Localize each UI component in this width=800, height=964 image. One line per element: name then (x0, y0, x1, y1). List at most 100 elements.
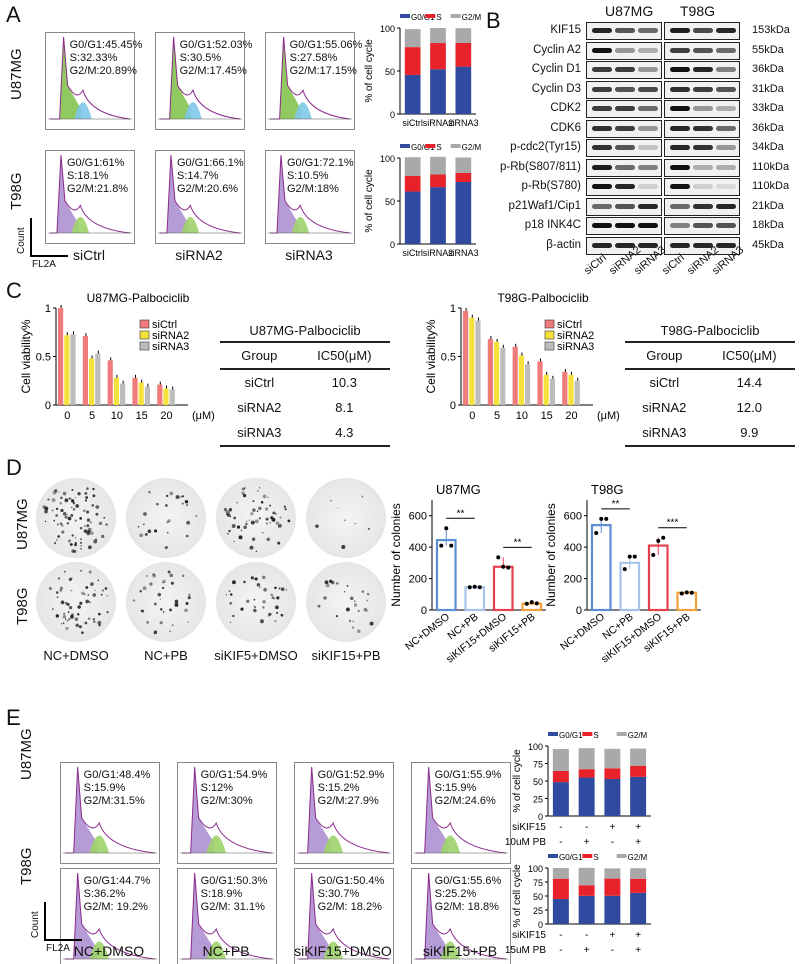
colony (59, 589, 63, 592)
data-point (534, 601, 539, 606)
data-point (439, 543, 444, 548)
colony (243, 580, 246, 584)
y-tick-label: 50 (533, 777, 543, 787)
blot-kda-label: 36kDa (752, 121, 784, 134)
colony (60, 586, 63, 590)
colony (84, 499, 88, 502)
colony (83, 593, 86, 596)
colony (354, 522, 356, 525)
chart-title: U87MG-Palbociclib (87, 291, 190, 305)
legend-swatch (544, 341, 555, 351)
colony (346, 585, 349, 587)
g2m-stat: G2/M:27.9% (317, 795, 379, 807)
treatment-mark: + (609, 822, 615, 833)
colony (90, 521, 92, 524)
colony-dish (126, 562, 206, 642)
colony (253, 608, 257, 613)
flow-histogram: G0/G1:66.1% S:14.7% G2/M:20.6% (155, 150, 245, 244)
blot-strip (586, 61, 662, 79)
colony (56, 523, 60, 526)
fl2a-axis-arrow (44, 939, 82, 941)
colony (60, 600, 65, 605)
legend-swatch (139, 319, 150, 329)
row-label-u87mg: U87MG (8, 48, 25, 100)
colony-chart-D-t98: T98G 0 200 400 600 Number of colonies NC+DMSO N… (544, 480, 705, 665)
bar-segment-G2M (552, 867, 569, 879)
bar (492, 565, 514, 612)
blot-band (615, 67, 635, 72)
bar-siRNA3 (500, 347, 506, 405)
bar-siRNA3 (70, 334, 76, 405)
legend-label: G0/G1 (411, 13, 435, 22)
colony (267, 615, 270, 617)
count-axis-arrow (44, 902, 46, 940)
colony (366, 599, 369, 602)
colony (240, 607, 244, 611)
colony (55, 614, 59, 618)
colony (262, 494, 267, 499)
blot-band (638, 67, 658, 72)
blot-band (638, 86, 658, 92)
bar-segment-G0G1 (552, 782, 569, 816)
colony (44, 520, 47, 523)
blot-strip (586, 197, 662, 216)
g0g1-stat: G0/G1:55.9% (434, 769, 502, 781)
legend-label: siRNA3 (152, 341, 189, 353)
colony (66, 619, 69, 622)
colony (254, 606, 257, 609)
g2m-stat: G2/M: 18.2% (317, 901, 382, 913)
blot-band (615, 223, 635, 228)
data-point (656, 538, 661, 543)
blot-strip (586, 236, 662, 255)
blot-band (638, 28, 658, 33)
legend-label: G2/M (462, 13, 482, 22)
colony (241, 487, 245, 491)
y-tick-label: 400 (564, 542, 582, 554)
bar-siRNA2 (568, 374, 574, 405)
colony (344, 519, 346, 522)
bar-segment-S (552, 878, 569, 899)
y-tick-label: 25 (533, 906, 543, 916)
colony (236, 501, 239, 504)
g2m-stat: G2/M:30% (200, 795, 253, 807)
colony (258, 487, 261, 489)
colony (77, 605, 81, 609)
blot-band (716, 125, 736, 131)
colony (153, 632, 156, 635)
g1-peak (299, 767, 332, 853)
colony (58, 491, 60, 493)
blot-strip (664, 178, 740, 196)
colony (43, 506, 46, 509)
colony (105, 523, 108, 526)
g2-peak (440, 835, 461, 853)
colony (269, 522, 271, 524)
phase-stats: G0/G1:45.45% S:32.33% G2/M:20.89% (70, 39, 143, 78)
bar-segment-S (455, 42, 472, 67)
colony (60, 496, 63, 500)
colony (341, 545, 346, 550)
g1-peak (160, 37, 192, 119)
colony (236, 525, 241, 529)
colony (366, 610, 369, 612)
colony (256, 583, 261, 587)
colony (270, 593, 273, 597)
bar-siRNA2 (518, 355, 524, 405)
s-stat: S:14.7% (176, 170, 219, 182)
ic50-cell: 9.9 (703, 420, 795, 447)
colony (82, 509, 86, 512)
x-tick-label: 10 (111, 410, 123, 422)
colony (167, 570, 171, 574)
blot-band (592, 125, 612, 131)
histogram-outline (50, 36, 131, 120)
y-tick-label: 0 (390, 240, 395, 250)
blot-strip (664, 236, 740, 255)
data-point (661, 535, 666, 540)
group-label: siKIF15+PB (311, 648, 381, 663)
g2m-stat: G2/M: 31.1% (200, 901, 265, 913)
y-tick-label: 100 (380, 24, 395, 34)
colony (260, 500, 264, 504)
bar-segment-G2M (630, 748, 647, 766)
flow-histogram: G0/G1:61% S:18.1% G2/M:21.8% (45, 150, 135, 244)
colony (64, 570, 66, 573)
colony (351, 626, 355, 629)
